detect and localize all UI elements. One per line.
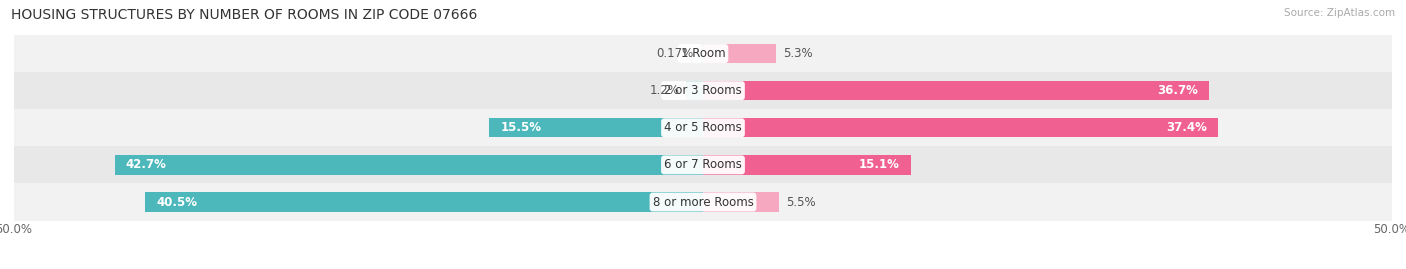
Text: 40.5%: 40.5% xyxy=(156,196,197,208)
Text: 5.3%: 5.3% xyxy=(783,47,813,60)
Text: 4 or 5 Rooms: 4 or 5 Rooms xyxy=(664,121,742,134)
Text: 5.5%: 5.5% xyxy=(786,196,815,208)
Text: Source: ZipAtlas.com: Source: ZipAtlas.com xyxy=(1284,8,1395,18)
Text: 15.5%: 15.5% xyxy=(501,121,541,134)
Text: 42.7%: 42.7% xyxy=(125,158,166,171)
Text: 37.4%: 37.4% xyxy=(1167,121,1208,134)
Bar xyxy=(14,183,1392,221)
Bar xyxy=(14,109,1392,146)
Text: 0.17%: 0.17% xyxy=(657,47,693,60)
Bar xyxy=(703,81,1209,100)
Bar xyxy=(145,192,703,212)
Bar xyxy=(700,44,703,63)
Bar xyxy=(14,146,1392,183)
Text: 1 Room: 1 Room xyxy=(681,47,725,60)
Text: 2 or 3 Rooms: 2 or 3 Rooms xyxy=(664,84,742,97)
Text: 1.2%: 1.2% xyxy=(650,84,679,97)
Text: 15.1%: 15.1% xyxy=(859,158,900,171)
Bar xyxy=(14,72,1392,109)
Bar xyxy=(703,155,911,175)
Text: 6 or 7 Rooms: 6 or 7 Rooms xyxy=(664,158,742,171)
Bar xyxy=(703,118,1219,137)
Bar xyxy=(489,118,703,137)
Bar xyxy=(703,44,776,63)
Text: 36.7%: 36.7% xyxy=(1157,84,1198,97)
Bar xyxy=(115,155,703,175)
Text: 8 or more Rooms: 8 or more Rooms xyxy=(652,196,754,208)
Text: HOUSING STRUCTURES BY NUMBER OF ROOMS IN ZIP CODE 07666: HOUSING STRUCTURES BY NUMBER OF ROOMS IN… xyxy=(11,8,478,22)
Bar xyxy=(14,35,1392,72)
Bar xyxy=(686,81,703,100)
Bar xyxy=(703,192,779,212)
